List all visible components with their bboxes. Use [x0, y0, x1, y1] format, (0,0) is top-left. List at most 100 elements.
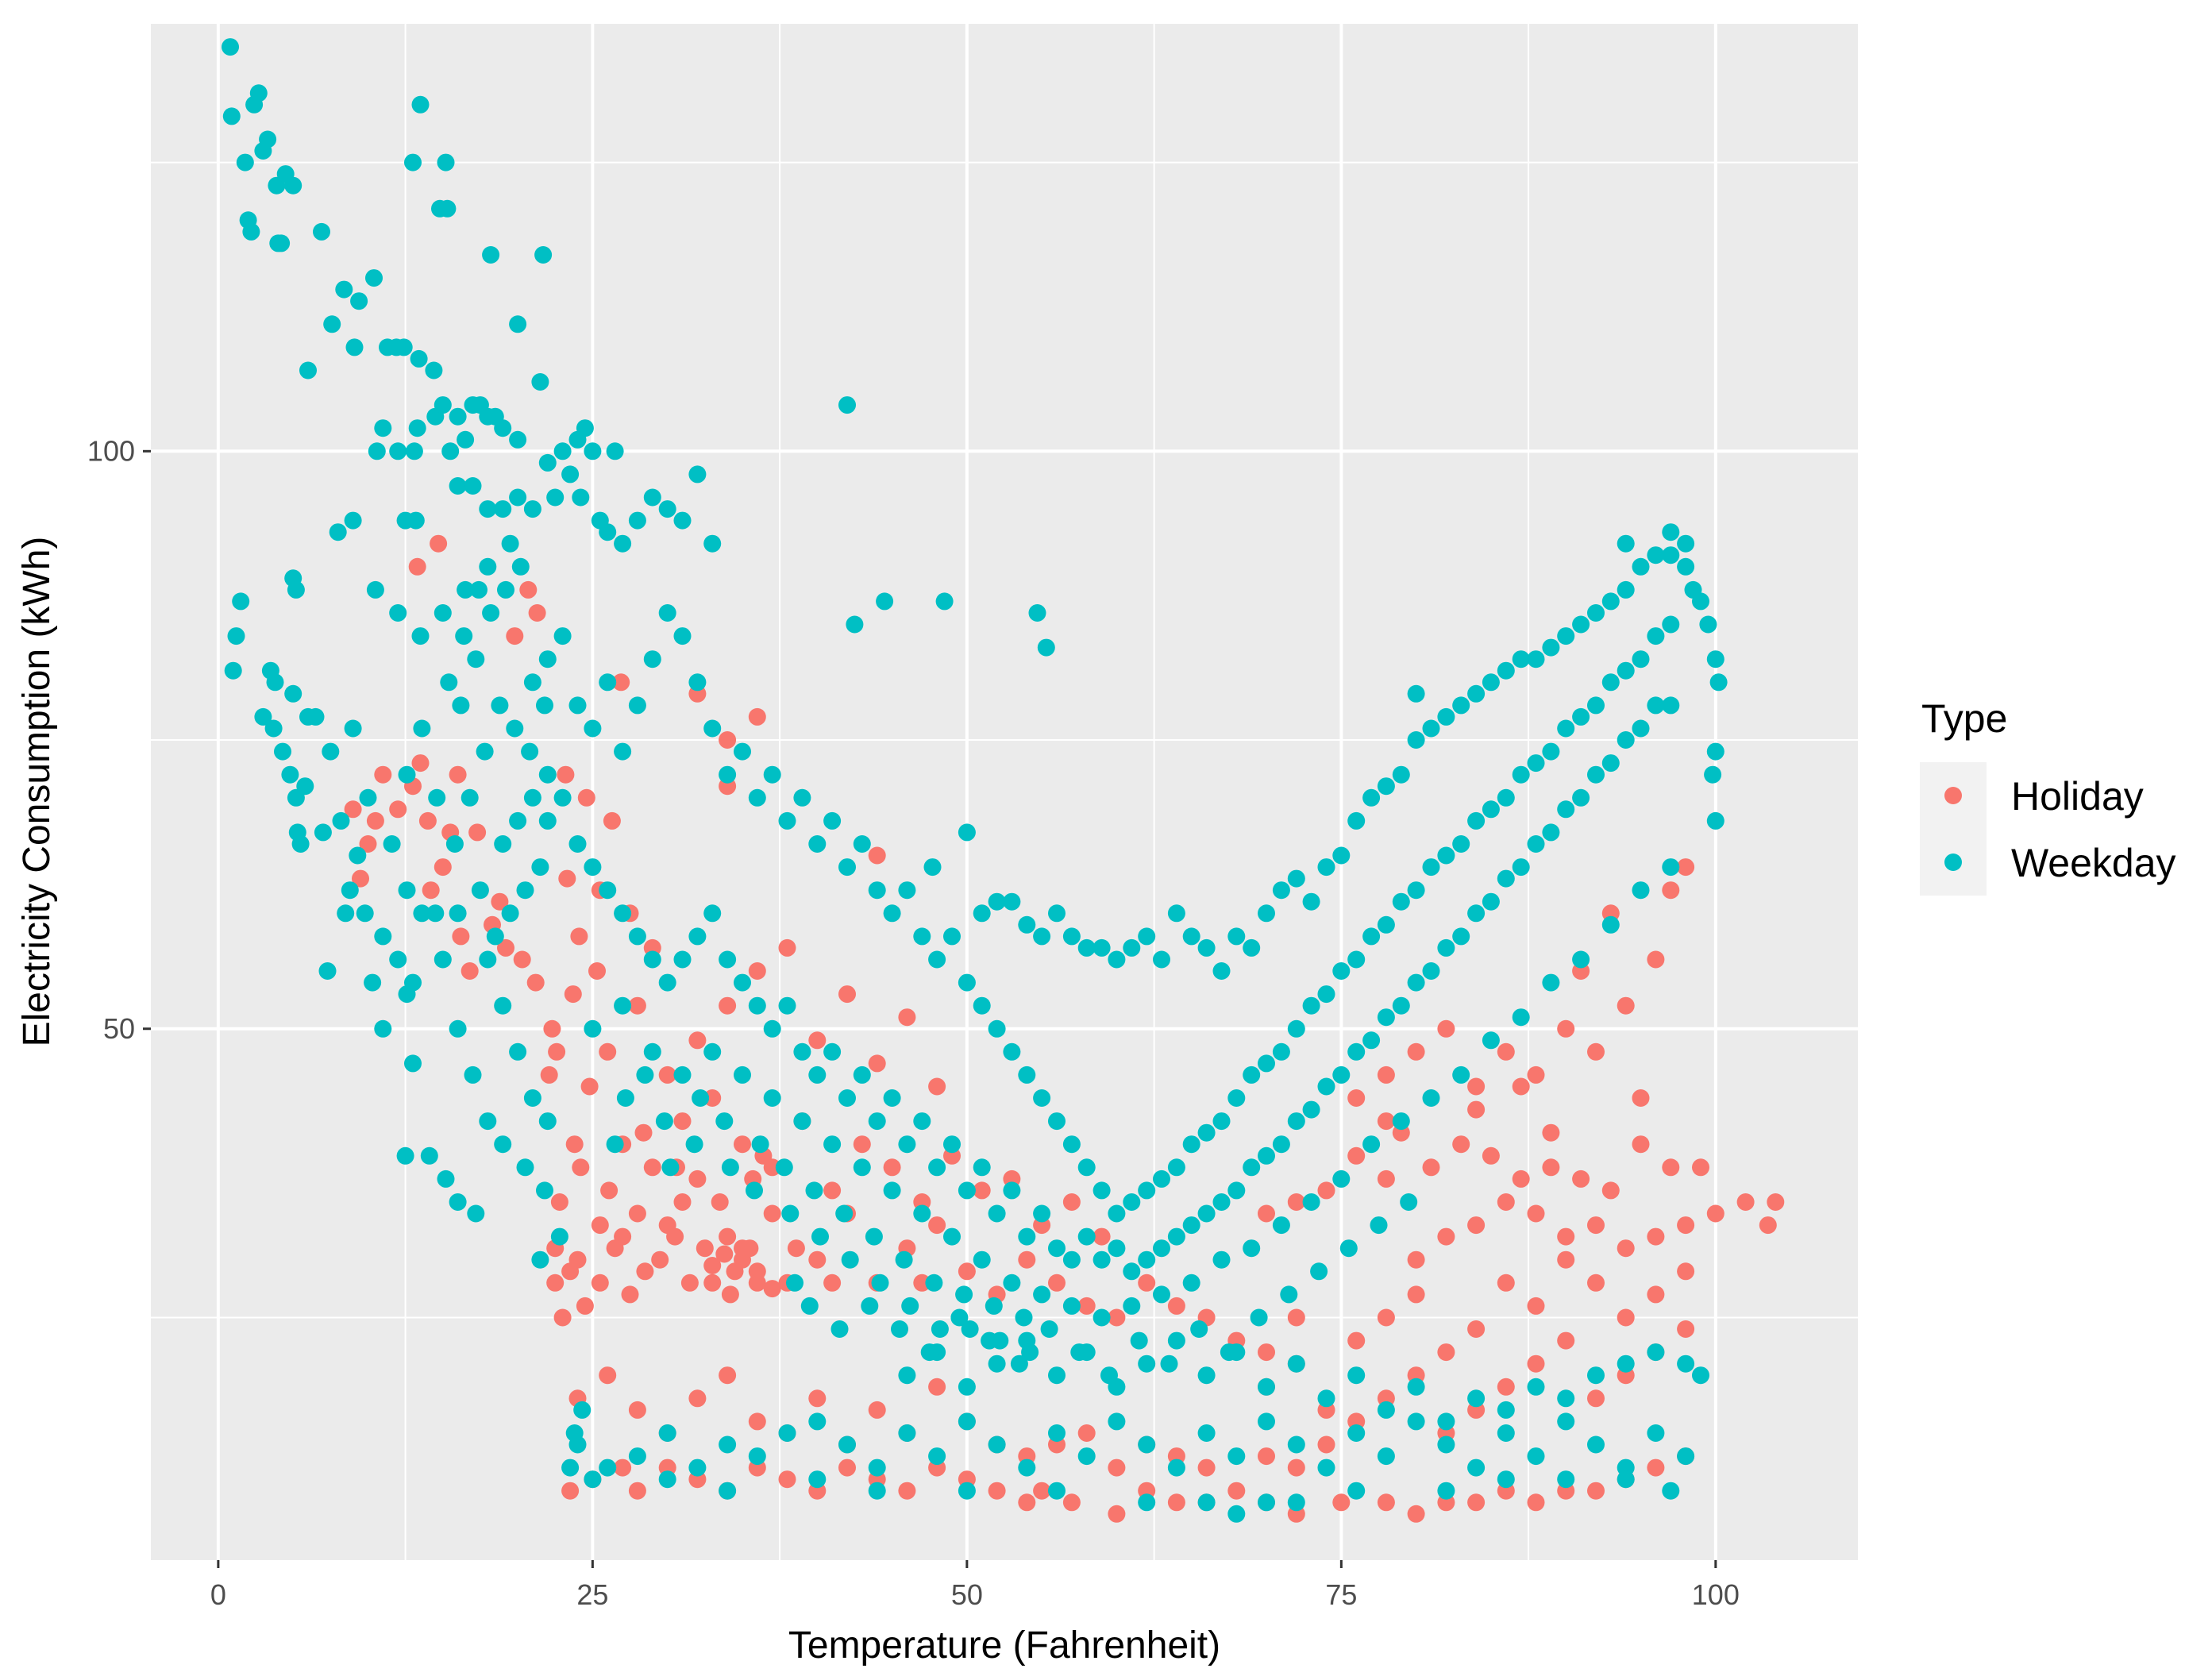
point-holiday [898, 1008, 916, 1027]
point-weekday [1138, 927, 1156, 946]
point-weekday [1310, 1262, 1328, 1281]
point-weekday [811, 1227, 829, 1246]
legend-title: Type [1921, 696, 2007, 741]
point-weekday [341, 881, 359, 900]
point-weekday [1123, 1193, 1141, 1211]
point-weekday [1362, 1135, 1381, 1154]
point-weekday [891, 1320, 908, 1338]
point-weekday [958, 1378, 976, 1396]
point-weekday [584, 1019, 602, 1038]
point-weekday [1542, 973, 1560, 992]
point-weekday [1339, 1239, 1358, 1258]
point-holiday [1287, 1193, 1305, 1211]
point-holiday [673, 1112, 692, 1131]
point-holiday [1512, 1169, 1530, 1188]
point-weekday [1258, 1054, 1275, 1073]
point-holiday [1077, 1297, 1096, 1315]
legend-label-holiday: Holiday [2011, 774, 2144, 819]
point-weekday [1512, 1008, 1530, 1027]
point-weekday [1617, 661, 1635, 680]
point-holiday [408, 557, 426, 576]
point-weekday [521, 742, 539, 761]
point-weekday [411, 95, 430, 114]
point-weekday [823, 1135, 842, 1154]
point-weekday [1527, 1378, 1545, 1396]
point-holiday [928, 1216, 946, 1235]
point-holiday [1467, 1320, 1486, 1338]
point-weekday [1302, 1193, 1320, 1211]
point-weekday [703, 534, 722, 553]
point-weekday [721, 1158, 739, 1177]
point-weekday [628, 511, 646, 530]
point-holiday [1527, 1493, 1545, 1512]
point-weekday [550, 1227, 568, 1246]
point-holiday [1048, 1273, 1066, 1292]
point-weekday [988, 1204, 1006, 1223]
point-weekday [509, 430, 527, 449]
point-weekday [494, 500, 512, 518]
point-weekday [1467, 1389, 1486, 1408]
point-weekday [486, 927, 504, 946]
point-weekday [584, 1470, 602, 1489]
point-holiday [913, 1273, 931, 1292]
point-weekday [661, 1158, 680, 1177]
point-weekday [440, 673, 458, 692]
point-weekday [1497, 1424, 1515, 1442]
point-weekday [835, 1204, 854, 1223]
point-weekday [643, 1042, 661, 1061]
point-weekday [1272, 1216, 1290, 1235]
point-weekday [449, 1193, 467, 1211]
point-holiday [1497, 1273, 1515, 1292]
point-holiday [696, 1239, 714, 1258]
point-holiday [1317, 1435, 1335, 1454]
point-weekday [673, 950, 692, 969]
point-holiday [1617, 1239, 1635, 1258]
point-holiday [580, 1077, 599, 1096]
point-weekday [1647, 1343, 1665, 1362]
point-weekday [1370, 1216, 1388, 1235]
point-weekday [1033, 1285, 1051, 1304]
point-holiday [748, 707, 766, 726]
point-weekday [628, 927, 646, 946]
point-holiday [513, 950, 531, 969]
point-holiday [572, 1158, 590, 1177]
point-holiday [838, 985, 856, 1004]
point-weekday [1167, 1158, 1185, 1177]
point-holiday [1587, 1482, 1605, 1500]
point-weekday [1197, 1204, 1216, 1223]
point-weekday [1317, 985, 1335, 1004]
point-weekday [1243, 938, 1261, 957]
point-weekday [991, 1331, 1009, 1350]
legend-label-weekday: Weekday [2011, 841, 2176, 885]
point-weekday [883, 1181, 901, 1200]
point-weekday [734, 742, 751, 761]
point-weekday [599, 523, 617, 541]
point-holiday [958, 1262, 976, 1281]
point-holiday [591, 1216, 609, 1235]
point-weekday [1332, 1169, 1351, 1188]
point-weekday [1632, 719, 1650, 738]
point-weekday [389, 604, 407, 622]
point-weekday [746, 1181, 763, 1200]
point-weekday [455, 627, 473, 645]
point-weekday [973, 904, 991, 923]
point-weekday [479, 500, 497, 518]
point-holiday [606, 1239, 624, 1258]
point-weekday [808, 1412, 827, 1431]
point-weekday [516, 881, 534, 900]
point-holiday [719, 731, 737, 749]
point-weekday [808, 1470, 827, 1489]
point-weekday [1662, 858, 1680, 877]
point-holiday [561, 1262, 580, 1281]
point-weekday [1093, 938, 1111, 957]
point-holiday [1332, 1493, 1351, 1512]
point-weekday [449, 407, 467, 426]
point-holiday [591, 1273, 609, 1292]
point-holiday [452, 927, 470, 946]
point-holiday [1512, 1077, 1530, 1096]
point-weekday [1332, 1065, 1351, 1084]
point-weekday [389, 442, 407, 460]
point-holiday [853, 1135, 871, 1154]
point-weekday [1100, 1366, 1118, 1385]
y-axis-title: Electricity Consumption (kWh) [16, 537, 58, 1047]
